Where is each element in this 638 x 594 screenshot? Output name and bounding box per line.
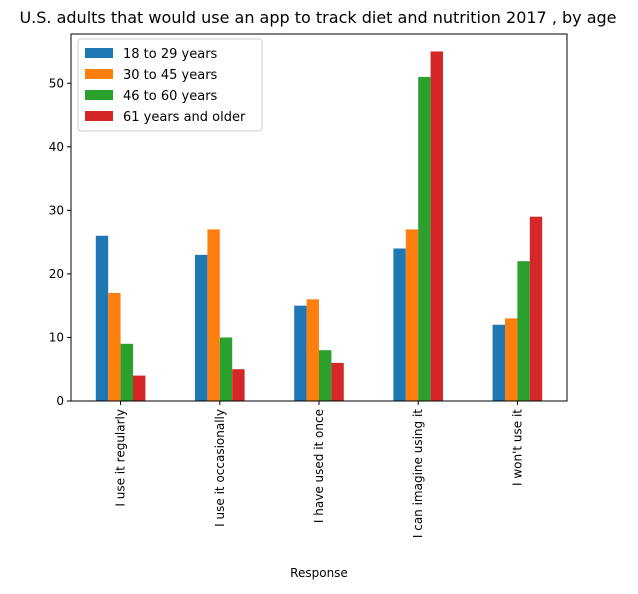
x-tick-label: I use it occasionally: [213, 409, 227, 527]
bar: [529, 216, 543, 401]
legend-label: 18 to 29 years: [123, 47, 218, 62]
bar: [505, 318, 518, 401]
legend-swatch: [85, 90, 113, 100]
bar: [492, 324, 505, 401]
legend-swatch: [85, 69, 113, 79]
x-tick-label: I can imagine using it: [411, 409, 425, 538]
legend-swatch: [85, 111, 113, 121]
legend-label: 61 years and older: [123, 110, 246, 125]
plot-area: 0 10 20 30 40 50 I use it regularly I use it oc…: [49, 33, 568, 538]
bar: [95, 235, 109, 401]
bar: [195, 254, 208, 401]
y-tick-label: 50: [49, 76, 64, 90]
bar: [133, 375, 146, 401]
x-tick-label: I won't use it: [510, 409, 524, 486]
y-tick-label: 30: [49, 203, 64, 217]
x-axis-label: Response: [290, 566, 348, 580]
y-tick-label: 10: [49, 330, 64, 344]
legend-box: [77, 38, 263, 132]
bar: [219, 337, 233, 401]
bar: [108, 292, 121, 401]
y-tick-label: 20: [49, 267, 64, 281]
legend-label: 30 to 45 years: [123, 68, 218, 83]
bar: [120, 343, 133, 401]
legend-label: 46 to 60 years: [123, 89, 218, 104]
bar: [331, 362, 344, 401]
bar: [319, 350, 332, 401]
bar: [430, 51, 443, 401]
bar: [294, 305, 307, 401]
legend-swatch: [85, 48, 113, 58]
y-tick-label: 40: [49, 140, 64, 154]
x-tick-label: I have used it once: [312, 409, 326, 523]
bar: [517, 261, 530, 401]
bar: [207, 229, 220, 401]
bar: [232, 369, 245, 401]
bar: [418, 76, 431, 401]
bar: [405, 229, 419, 401]
x-tick-label: I use it regularly: [114, 409, 128, 507]
bar: [393, 248, 406, 401]
chart-title: U.S. adults that would use an app to tra…: [19, 8, 616, 27]
y-tick-label: 0: [56, 394, 64, 408]
bar: [306, 299, 319, 401]
plot-frame: [70, 33, 568, 402]
